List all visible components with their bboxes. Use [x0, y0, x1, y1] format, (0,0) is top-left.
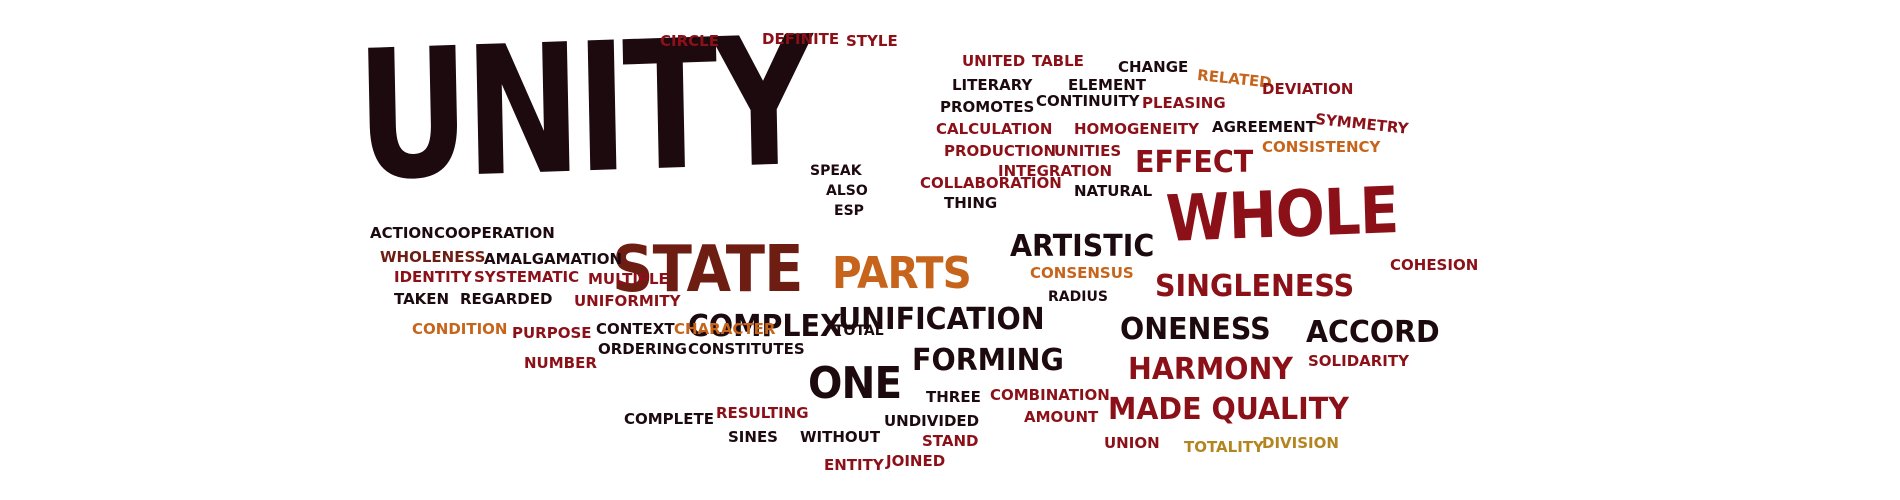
- word-unification: UNIFICATION: [838, 302, 1045, 337]
- word-consensus: CONSENSUS: [1030, 264, 1134, 282]
- word-also: ALSO: [826, 183, 868, 199]
- word-systematic: SYSTEMATIC: [474, 268, 580, 286]
- word-context: CONTEXT: [596, 320, 675, 338]
- word-identity: IDENTITY: [394, 268, 472, 286]
- word-one: ONE: [808, 358, 902, 409]
- word-table: TABLE: [1032, 52, 1084, 70]
- word-parts: PARTS: [832, 248, 972, 299]
- word-stand: STAND: [922, 432, 979, 450]
- word-undivided: UNDIVIDED: [884, 412, 980, 430]
- word-deviation: DEVIATION: [1262, 80, 1354, 98]
- word-calculation: CALCULATION: [936, 120, 1053, 138]
- word-change: CHANGE: [1118, 58, 1189, 76]
- word-whole: WHOLE: [1164, 173, 1400, 257]
- word-uniformity: UNIFORMITY: [574, 292, 681, 310]
- word-radius: RADIUS: [1048, 289, 1108, 305]
- word-action: ACTION: [370, 224, 434, 242]
- word-consistency: CONSISTENCY: [1262, 138, 1381, 156]
- word-continuity: CONTINUITY: [1036, 92, 1140, 110]
- word-division: DIVISION: [1262, 434, 1339, 452]
- word-circle: CIRCLE: [660, 32, 719, 50]
- word-solidarity: SOLIDARITY: [1308, 352, 1409, 370]
- word-cohesion: COHESION: [1390, 256, 1479, 274]
- word-effect: EFFECT: [1135, 145, 1254, 180]
- word-three: THREE: [926, 388, 981, 406]
- word-natural: NATURAL: [1074, 182, 1153, 200]
- word-ordering: ORDERING: [598, 340, 687, 358]
- word-agreement: AGREEMENT: [1212, 118, 1316, 136]
- word-unities: UNITIES: [1054, 142, 1122, 160]
- word-without: WITHOUT: [800, 428, 881, 446]
- word-artistic: ARTISTIC: [1010, 229, 1155, 264]
- word-amalgamation: AMALGAMATION: [484, 250, 623, 268]
- word-number: NUMBER: [524, 354, 597, 372]
- word-unity: UNITY: [354, 0, 812, 220]
- word-made-quality: MADE QUALITY: [1108, 392, 1349, 427]
- word-literary: LITERARY: [952, 76, 1033, 94]
- word-total: TOTAL: [834, 323, 884, 339]
- word-collaboration: COLLABORATION: [920, 174, 1062, 192]
- word-resulting: RESULTING: [716, 404, 809, 422]
- word-constitutes: CONSTITUTES: [688, 340, 805, 358]
- word-production: PRODUCTION: [944, 142, 1057, 160]
- word-style: STYLE: [846, 32, 898, 50]
- word-sines: SINES: [728, 428, 778, 446]
- word-complex: COMPLEX: [688, 309, 843, 344]
- word-related: RELATED: [1196, 66, 1273, 92]
- word-combination: COMBINATION: [990, 386, 1110, 404]
- word-complete: COMPLETE: [624, 410, 714, 428]
- word-wholeness: WHOLENESS: [380, 248, 486, 266]
- word-amount: AMOUNT: [1024, 408, 1099, 426]
- word-entity: ENTITY: [824, 456, 884, 474]
- word-pleasing: PLEASING: [1142, 94, 1226, 112]
- word-thing: THING: [944, 194, 998, 212]
- word-forming: FORMING: [912, 343, 1064, 378]
- word-character: CHARACTER: [674, 320, 776, 338]
- word-symmetry: SYMMETRY: [1314, 110, 1410, 138]
- word-cooperation: COOPERATION: [434, 224, 555, 242]
- word-totality: TOTALITY: [1184, 438, 1264, 456]
- word-integration: INTEGRATION: [998, 162, 1113, 180]
- word-union: UNION: [1104, 434, 1160, 452]
- word-esp: ESP: [834, 203, 864, 219]
- word-singleness: SINGLENESS: [1155, 269, 1355, 304]
- word-homogeneity: HOMOGENEITY: [1074, 120, 1200, 138]
- word-purpose: PURPOSE: [512, 324, 592, 342]
- word-element: ELEMENT: [1068, 76, 1147, 94]
- word-joined: JOINED: [886, 452, 946, 470]
- word-accord: ACCORD: [1306, 315, 1440, 350]
- word-state: STATE: [612, 233, 803, 307]
- word-promotes: PROMOTES: [940, 98, 1035, 116]
- word-definite: DEFINITE: [762, 30, 840, 48]
- word-taken: TAKEN: [394, 290, 450, 308]
- word-harmony: HARMONY: [1128, 352, 1293, 387]
- word-united: UNITED: [962, 52, 1026, 70]
- word-oneness: ONENESS: [1120, 312, 1271, 347]
- word-speak: SPEAK: [810, 163, 862, 179]
- word-multiple: MULTIPLE: [588, 270, 669, 288]
- word-condition: CONDITION: [412, 320, 508, 338]
- word-regarded: REGARDED: [460, 290, 553, 308]
